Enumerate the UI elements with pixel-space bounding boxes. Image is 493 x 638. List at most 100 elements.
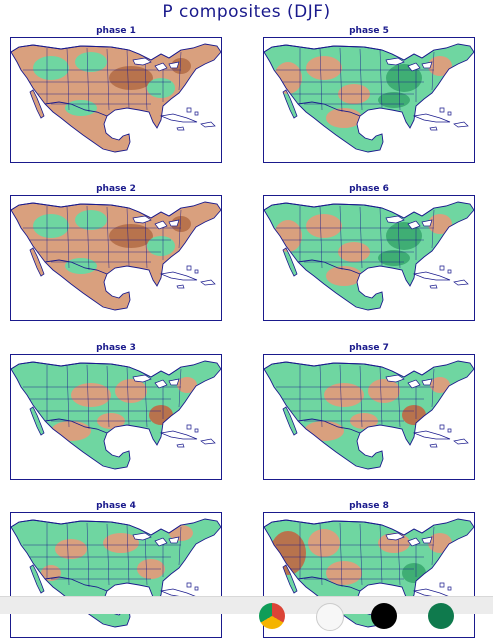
water-or-island: [168, 378, 180, 386]
anomaly-region: [308, 529, 340, 557]
country-border: [264, 361, 435, 378]
anomaly-region: [306, 56, 342, 80]
anomaly-region: [326, 561, 362, 585]
water-or-island: [439, 582, 445, 588]
anomaly-region: [149, 405, 173, 425]
anomaly-region: [75, 210, 107, 230]
country-border: [44, 418, 108, 434]
water-or-island: [421, 378, 433, 386]
map-panel: phase 5: [263, 26, 475, 163]
state-border: [86, 205, 90, 271]
anomaly-region: [147, 78, 175, 98]
state-border: [339, 47, 343, 113]
panel-title: phase 3: [96, 343, 136, 353]
water-or-island: [385, 57, 405, 66]
water-or-island: [407, 220, 421, 230]
page-title: P composites (DJF): [162, 2, 331, 22]
water-or-island: [407, 379, 421, 389]
coastline: [282, 247, 298, 277]
state-border: [359, 365, 363, 428]
map-canvas: [11, 360, 221, 470]
map-frame: [10, 195, 222, 321]
map-canvas: [11, 518, 221, 628]
country-border: [297, 418, 361, 434]
water-or-island: [407, 62, 421, 72]
water-or-island: [412, 430, 451, 440]
water-or-island: [439, 265, 445, 271]
map-frame: [10, 354, 222, 480]
state-border: [397, 534, 401, 586]
anomaly-region: [428, 533, 452, 553]
taskbar: [0, 596, 493, 631]
chrome-icon[interactable]: [259, 603, 285, 629]
anomaly-region: [55, 539, 87, 559]
coastline: [282, 406, 298, 436]
country-border: [44, 259, 108, 275]
state-border: [397, 59, 401, 111]
water-or-island: [159, 430, 198, 440]
water-or-island: [194, 111, 199, 116]
water-or-island: [168, 536, 180, 544]
water-or-island: [176, 126, 185, 131]
water-or-island: [159, 271, 198, 281]
anomaly-region: [75, 52, 107, 72]
water-or-island: [154, 537, 168, 547]
panel-title: phase 8: [349, 501, 389, 511]
water-or-island: [447, 428, 452, 433]
state-border: [144, 376, 148, 428]
anomaly-region: [430, 377, 450, 393]
map-frame: [263, 354, 475, 480]
map-canvas: [11, 201, 221, 311]
water-or-island: [132, 532, 152, 541]
map-canvas: [264, 360, 474, 470]
state-border: [106, 523, 110, 586]
country-border: [11, 361, 182, 378]
coastline: [29, 406, 45, 436]
panel-title: phase 7: [349, 343, 389, 353]
state-border: [178, 526, 182, 566]
map-canvas: [264, 201, 474, 311]
water-or-island: [453, 438, 469, 445]
state-border: [178, 368, 182, 408]
water-or-island: [439, 107, 445, 113]
maps-icon[interactable]: [316, 603, 344, 631]
water-or-island: [385, 532, 405, 541]
map-canvas: [264, 43, 474, 153]
water-or-island: [421, 61, 433, 69]
water-or-island: [200, 121, 216, 128]
coastline: [282, 564, 298, 594]
map-frame: [263, 195, 475, 321]
water-or-island: [421, 219, 433, 227]
state-border: [359, 48, 363, 111]
water-or-island: [385, 215, 405, 224]
water-or-island: [447, 111, 452, 116]
state-border: [178, 51, 182, 91]
water-or-island: [200, 279, 216, 286]
map-panel: phase 4: [10, 501, 222, 638]
water-or-island: [453, 121, 469, 128]
threads-icon[interactable]: [371, 603, 397, 629]
country-border: [11, 519, 182, 536]
coastline: [29, 89, 45, 119]
state-border: [106, 48, 110, 111]
state-border: [319, 205, 323, 269]
map-canvas: [11, 43, 221, 153]
water-or-island: [421, 536, 433, 544]
coastline: [282, 89, 298, 119]
panel-title: phase 4: [96, 501, 136, 511]
country-border: [11, 202, 182, 219]
water-or-island: [186, 107, 192, 113]
map-panel: phase 2: [10, 184, 222, 321]
country-border: [297, 576, 361, 592]
state-border: [86, 364, 90, 430]
water-or-island: [186, 424, 192, 430]
state-border: [144, 534, 148, 586]
state-border: [359, 206, 363, 269]
water-or-island: [154, 220, 168, 230]
country-border: [297, 101, 361, 117]
state-border: [319, 364, 323, 428]
water-or-island: [453, 279, 469, 286]
anomaly-region: [41, 565, 61, 581]
country-border: [264, 519, 435, 536]
meet-icon[interactable]: [428, 603, 454, 629]
